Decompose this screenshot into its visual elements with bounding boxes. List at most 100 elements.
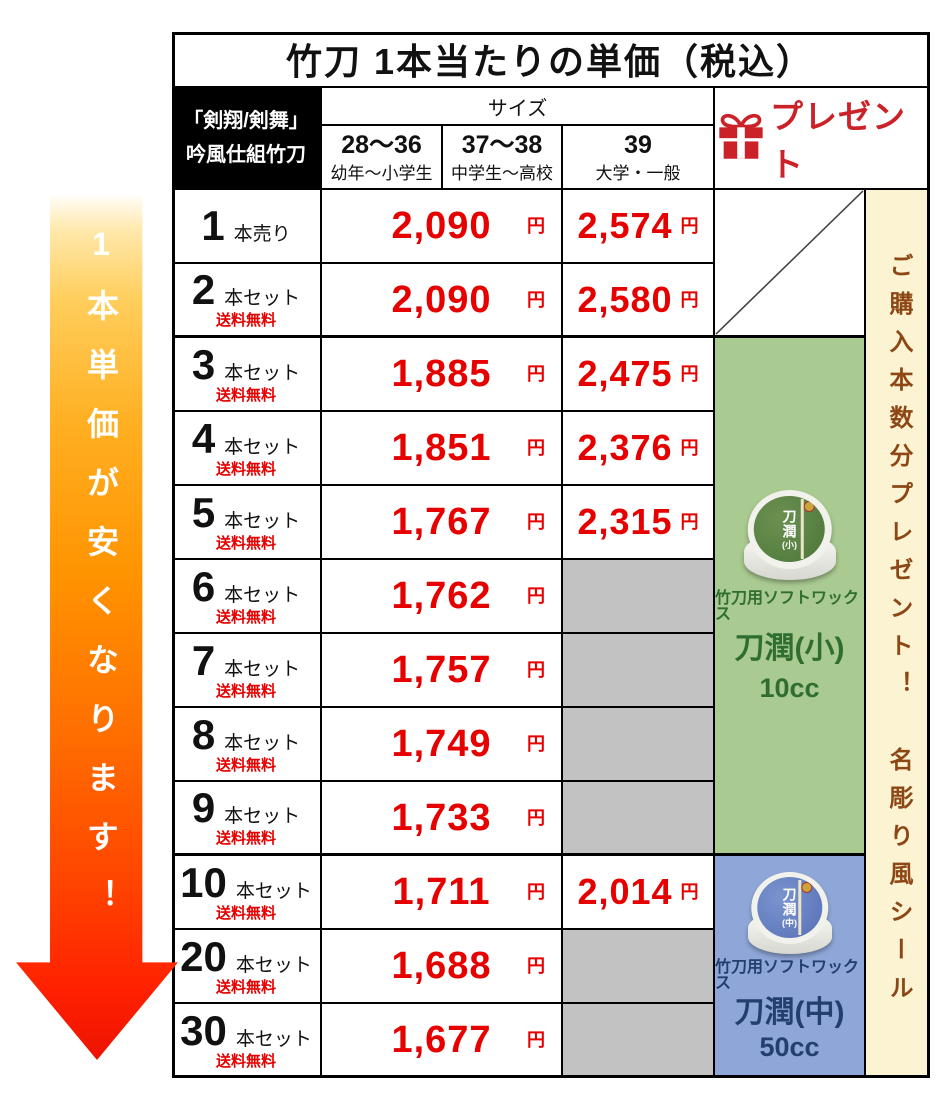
yen-label: 円 [527, 586, 545, 606]
yen-label: 円 [527, 882, 545, 902]
row-label-cell: 9 本セット 送料無料 [172, 782, 322, 856]
yen-label: 円 [527, 512, 545, 532]
size-audience: 大学・一般 [595, 163, 681, 183]
row-label-cell: 1 本売り [172, 190, 322, 264]
price-value: 2,090 [391, 205, 492, 247]
yen-label: 円 [527, 956, 545, 976]
price-28-38-cell: 1,688 円 [322, 930, 563, 1004]
price-39-cell: 2,580 円 [563, 264, 715, 338]
row-unit: 本セット [235, 954, 312, 976]
discount-arrow-text: 1本単価が安くなります！ [83, 226, 119, 938]
row-label-cell: 7 本セット 送料無料 [172, 634, 322, 708]
price-value: 2,376 [577, 427, 673, 468]
price-value: 2,090 [391, 278, 492, 321]
row-qty: 1 [201, 202, 225, 249]
row-qty-line: 20 本セット [180, 932, 312, 980]
price-28-38-cell: 1,733 円 [322, 782, 563, 856]
tub-name-text: 刀潤 [781, 887, 798, 918]
price-value: 1,885 [391, 353, 492, 395]
row-qty: 8 [191, 710, 216, 758]
discount-arrow: 1本単価が安くなります！ [16, 196, 178, 1060]
tub-label: 刀潤 (中) [756, 877, 823, 938]
row-unit: 本セット [224, 658, 301, 680]
price-28-38-cell: 1,711 円 [322, 856, 563, 930]
free-shipping-label: 送料無料 [215, 682, 276, 700]
price-value: 1,711 [392, 871, 491, 913]
row-qty-line: 9 本セット [192, 787, 300, 829]
yen-label: 円 [680, 512, 699, 532]
tub-lid: 刀潤 (中) [750, 871, 829, 944]
free-shipping-label: 送料無料 [215, 830, 276, 847]
tub-emblem [801, 882, 813, 894]
free-shipping-label: 送料無料 [215, 534, 276, 552]
row-qty: 2 [191, 266, 216, 313]
size-range: 37〜38 [461, 130, 543, 159]
free-shipping-label: 送料無料 [215, 756, 276, 774]
product-name-line1: 「剣翔/剣舞」 [183, 110, 309, 132]
row-unit: 本セット [224, 732, 301, 754]
row-qty-line: 6 本セット [191, 562, 301, 610]
row-unit: 本セット [224, 362, 301, 384]
row-unit: 本セット [224, 510, 301, 532]
price-value: 1,757 [391, 649, 492, 691]
row-qty-line: 2 本セット [192, 269, 300, 311]
row-label-cell: 8 本セット送料無料 [172, 708, 322, 782]
yen-label: 円 [680, 882, 699, 902]
present-header-cell: プレゼント [715, 88, 930, 190]
row-label-cell: 5 本セット 送料無料 [172, 486, 322, 560]
size-audience: 幼年〜小学生 [330, 163, 433, 183]
row-qty: 6 [191, 562, 216, 610]
price-value: 2,475 [577, 353, 673, 394]
price-39-cell: 2,376 円 [563, 412, 715, 486]
tub-lid: 刀潤 (小) [747, 489, 832, 569]
tub-size-text: (小) [781, 539, 797, 550]
row-label-cell: 2 本セット 送料無料 [172, 264, 322, 338]
price-39-empty-cell [563, 782, 715, 856]
yen-label: 円 [527, 216, 545, 236]
gift-name: 刀潤(小) [734, 631, 845, 665]
row-unit: 本セット [224, 806, 301, 827]
tub-emblem [803, 500, 815, 512]
size-range: 28〜36 [341, 130, 422, 159]
free-shipping-label: 送料無料 [215, 978, 276, 996]
free-shipping-label: 送料無料 [215, 608, 276, 626]
yen-label: 円 [527, 364, 545, 384]
free-shipping-label: 送料無料 [215, 386, 276, 404]
row-unit: 本セット [224, 584, 301, 606]
tub-name-text: 刀潤 [781, 508, 798, 539]
price-39-empty-cell [563, 930, 715, 1004]
price-28-38-cell: 2,090 円 [322, 264, 563, 338]
row-qty: 10 [180, 858, 227, 906]
price-39-empty-cell [563, 560, 715, 634]
tub-size-text: (中) [781, 918, 797, 929]
price-28-38-cell: 1,767 円 [322, 486, 563, 560]
yen-label: 円 [527, 807, 545, 828]
row-label-cell: 6 本セット送料無料 [172, 560, 322, 634]
gift-category: 竹刀用ソフトワックス [715, 958, 860, 992]
yen-label: 円 [680, 438, 699, 458]
row-qty: 20 [180, 932, 227, 980]
free-shipping-label: 送料無料 [215, 312, 276, 329]
yen-label: 円 [680, 216, 699, 236]
gift-category: 竹刀用ソフトワックス [715, 589, 860, 623]
product-name-line2: 吟風仕組竹刀 [186, 144, 306, 166]
free-shipping-label: 送料無料 [215, 460, 276, 478]
row-qty-line: 4 本セット [192, 417, 300, 460]
price-28-38-cell: 1,762 円 [322, 560, 563, 634]
size-header: サイズ [322, 88, 715, 126]
present-header-label: プレゼント [770, 98, 906, 183]
yen-label: 円 [527, 289, 545, 310]
product-name-cell: 「剣翔/剣舞」 吟風仕組竹刀 [172, 88, 322, 190]
price-value: 2,315 [577, 501, 673, 542]
gift-medium-cell: 刀潤 (中) 竹刀用ソフトワックス 刀潤(中) 50cc [715, 856, 866, 1078]
price-value: 2,580 [577, 278, 673, 320]
row-qty: 30 [180, 1006, 227, 1054]
row-label-cell: 4 本セット 送料無料 [172, 412, 322, 486]
row-qty-line: 8 本セット [191, 710, 301, 758]
price-value: 2,574 [577, 205, 673, 246]
price-value: 1,749 [391, 723, 492, 765]
row-unit: 本セット [235, 1028, 312, 1050]
gift-small-cell: 刀潤 (小) 竹刀用ソフトワックス 刀潤(小) 10cc [715, 338, 866, 856]
row-label-cell: 10 本セット 送料無料 [172, 856, 322, 930]
size-column-37-38: 37〜38 中学生〜高校 [443, 126, 563, 190]
